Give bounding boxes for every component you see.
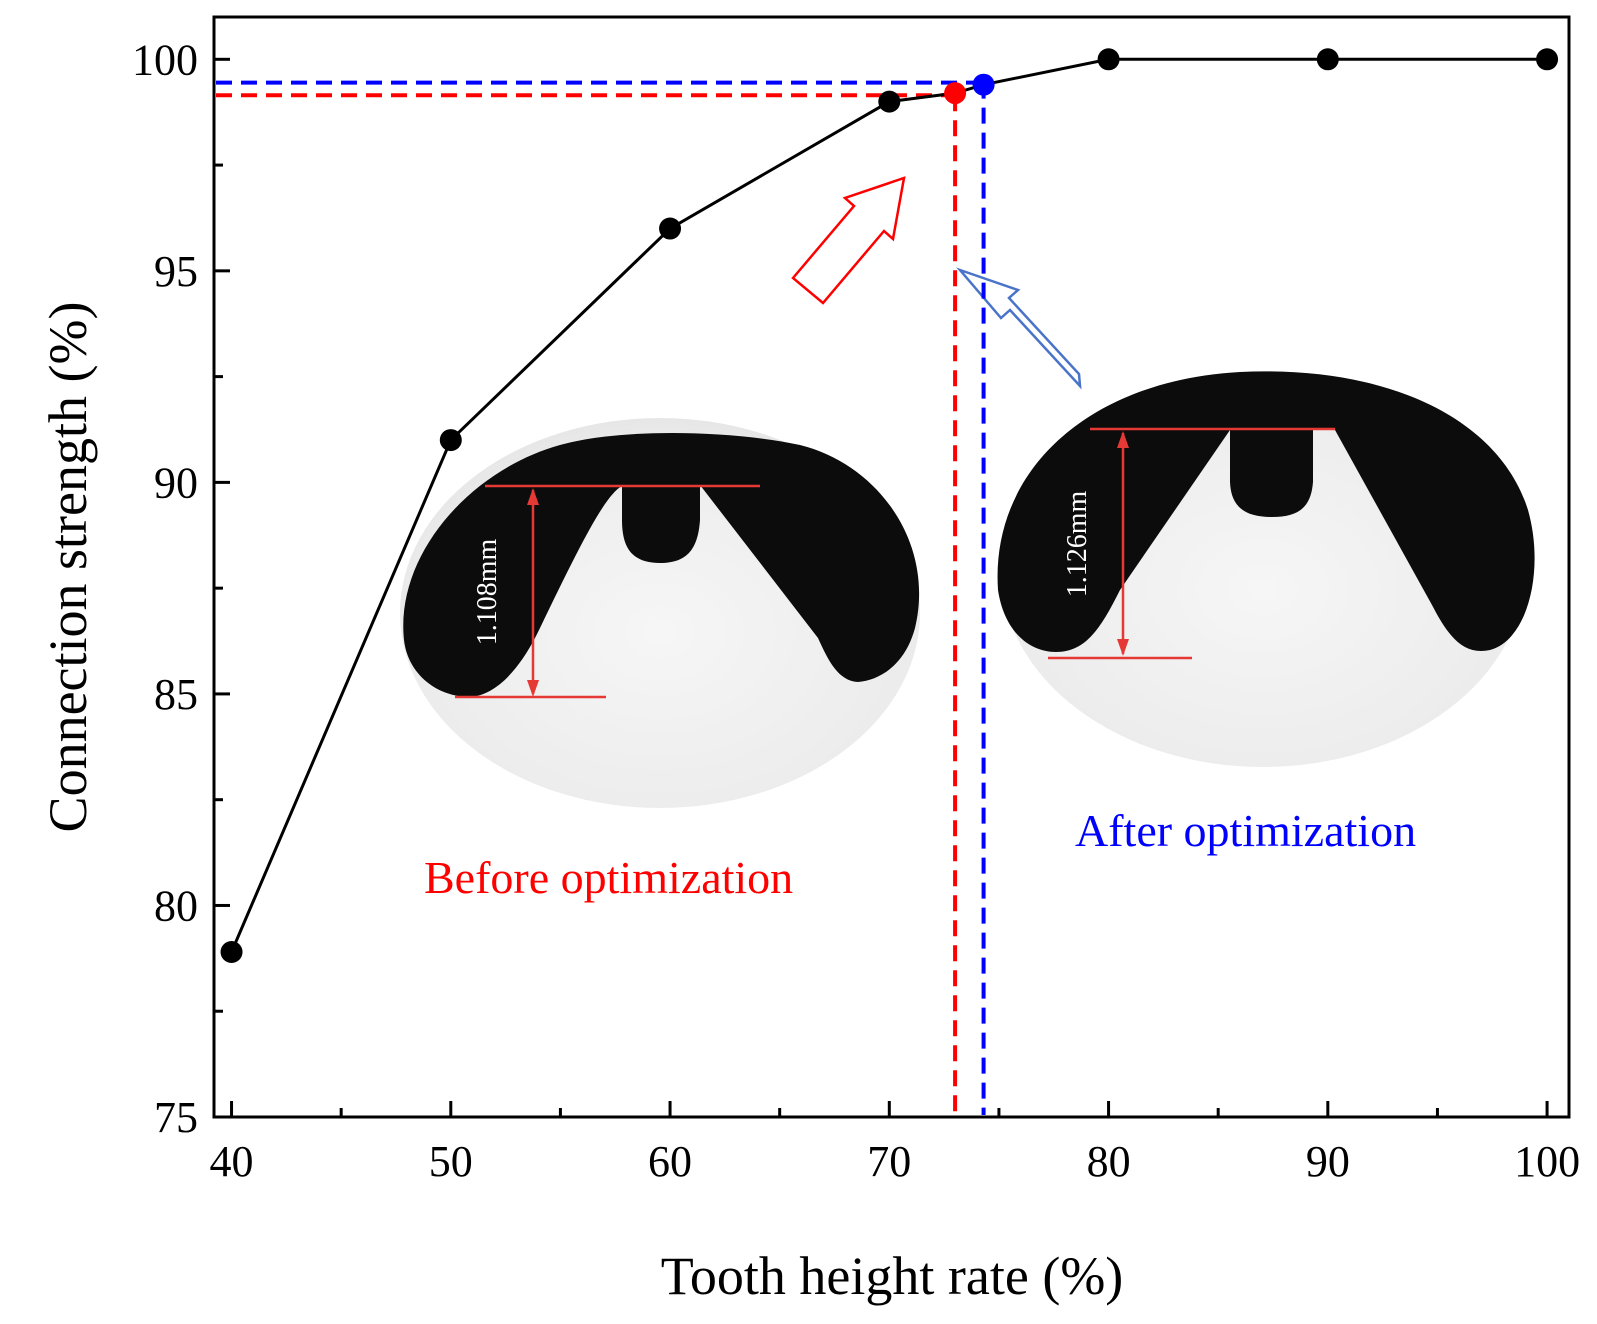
y-axis-ticks: 75 80 85 90 95 100 xyxy=(132,35,230,1142)
y-tick-label: 100 xyxy=(132,35,198,84)
micrograph-after: 1.126mm xyxy=(997,371,1535,767)
after-pointer-arrow xyxy=(956,267,1082,390)
before-pointer-arrow xyxy=(791,176,906,305)
measurement-before-label: 1.108mm xyxy=(472,539,503,646)
micrograph-after-notch xyxy=(1230,426,1313,517)
micrograph-after-measure-arrowhead-bottom xyxy=(1117,639,1129,656)
x-tick-label: 70 xyxy=(867,1137,911,1186)
x-tick-label: 60 xyxy=(648,1137,692,1186)
data-point xyxy=(1097,48,1120,71)
data-point xyxy=(220,941,243,963)
data-point xyxy=(1536,48,1559,71)
guide-lines xyxy=(216,80,986,1115)
y-tick-label: 85 xyxy=(154,670,198,719)
micrograph-before-measure-arrowhead-top xyxy=(527,488,539,505)
x-tick-label: 50 xyxy=(429,1137,473,1186)
x-tick-label: 80 xyxy=(1087,1137,1131,1186)
data-series xyxy=(220,48,1559,963)
before-optimization-label: Before optimization xyxy=(424,852,793,903)
micrograph-after-measure-arrowhead-top xyxy=(1117,431,1129,448)
data-point xyxy=(439,429,462,452)
data-point xyxy=(944,82,967,105)
measurement-after-label: 1.126mm xyxy=(1062,491,1093,598)
data-point xyxy=(1316,48,1339,71)
data-point xyxy=(878,90,901,113)
plot-frame xyxy=(212,15,1571,1119)
y-tick-label: 80 xyxy=(154,881,198,930)
micrograph-after-dark-region xyxy=(997,371,1535,652)
y-tick-label: 95 xyxy=(154,247,198,296)
x-tick-label: 100 xyxy=(1514,1137,1580,1186)
micrograph-before-measure-arrowhead-bottom xyxy=(527,680,539,697)
data-point xyxy=(972,73,995,96)
y-tick-label: 90 xyxy=(154,458,198,507)
micrograph-before: 1.108mm xyxy=(400,418,920,808)
after-optimization-label: After optimization xyxy=(1075,805,1416,856)
y-axis-title: Connection strength (%) xyxy=(38,302,98,833)
x-axis-ticks: 40 50 60 70 80 90 100 xyxy=(210,1101,1580,1186)
x-tick-label: 90 xyxy=(1306,1137,1350,1186)
x-tick-label: 40 xyxy=(210,1137,254,1186)
y-tick-label: 75 xyxy=(154,1093,198,1142)
data-point xyxy=(659,217,682,240)
x-axis-title: Tooth height rate (%) xyxy=(661,1246,1124,1306)
micrograph-before-notch xyxy=(622,482,700,563)
